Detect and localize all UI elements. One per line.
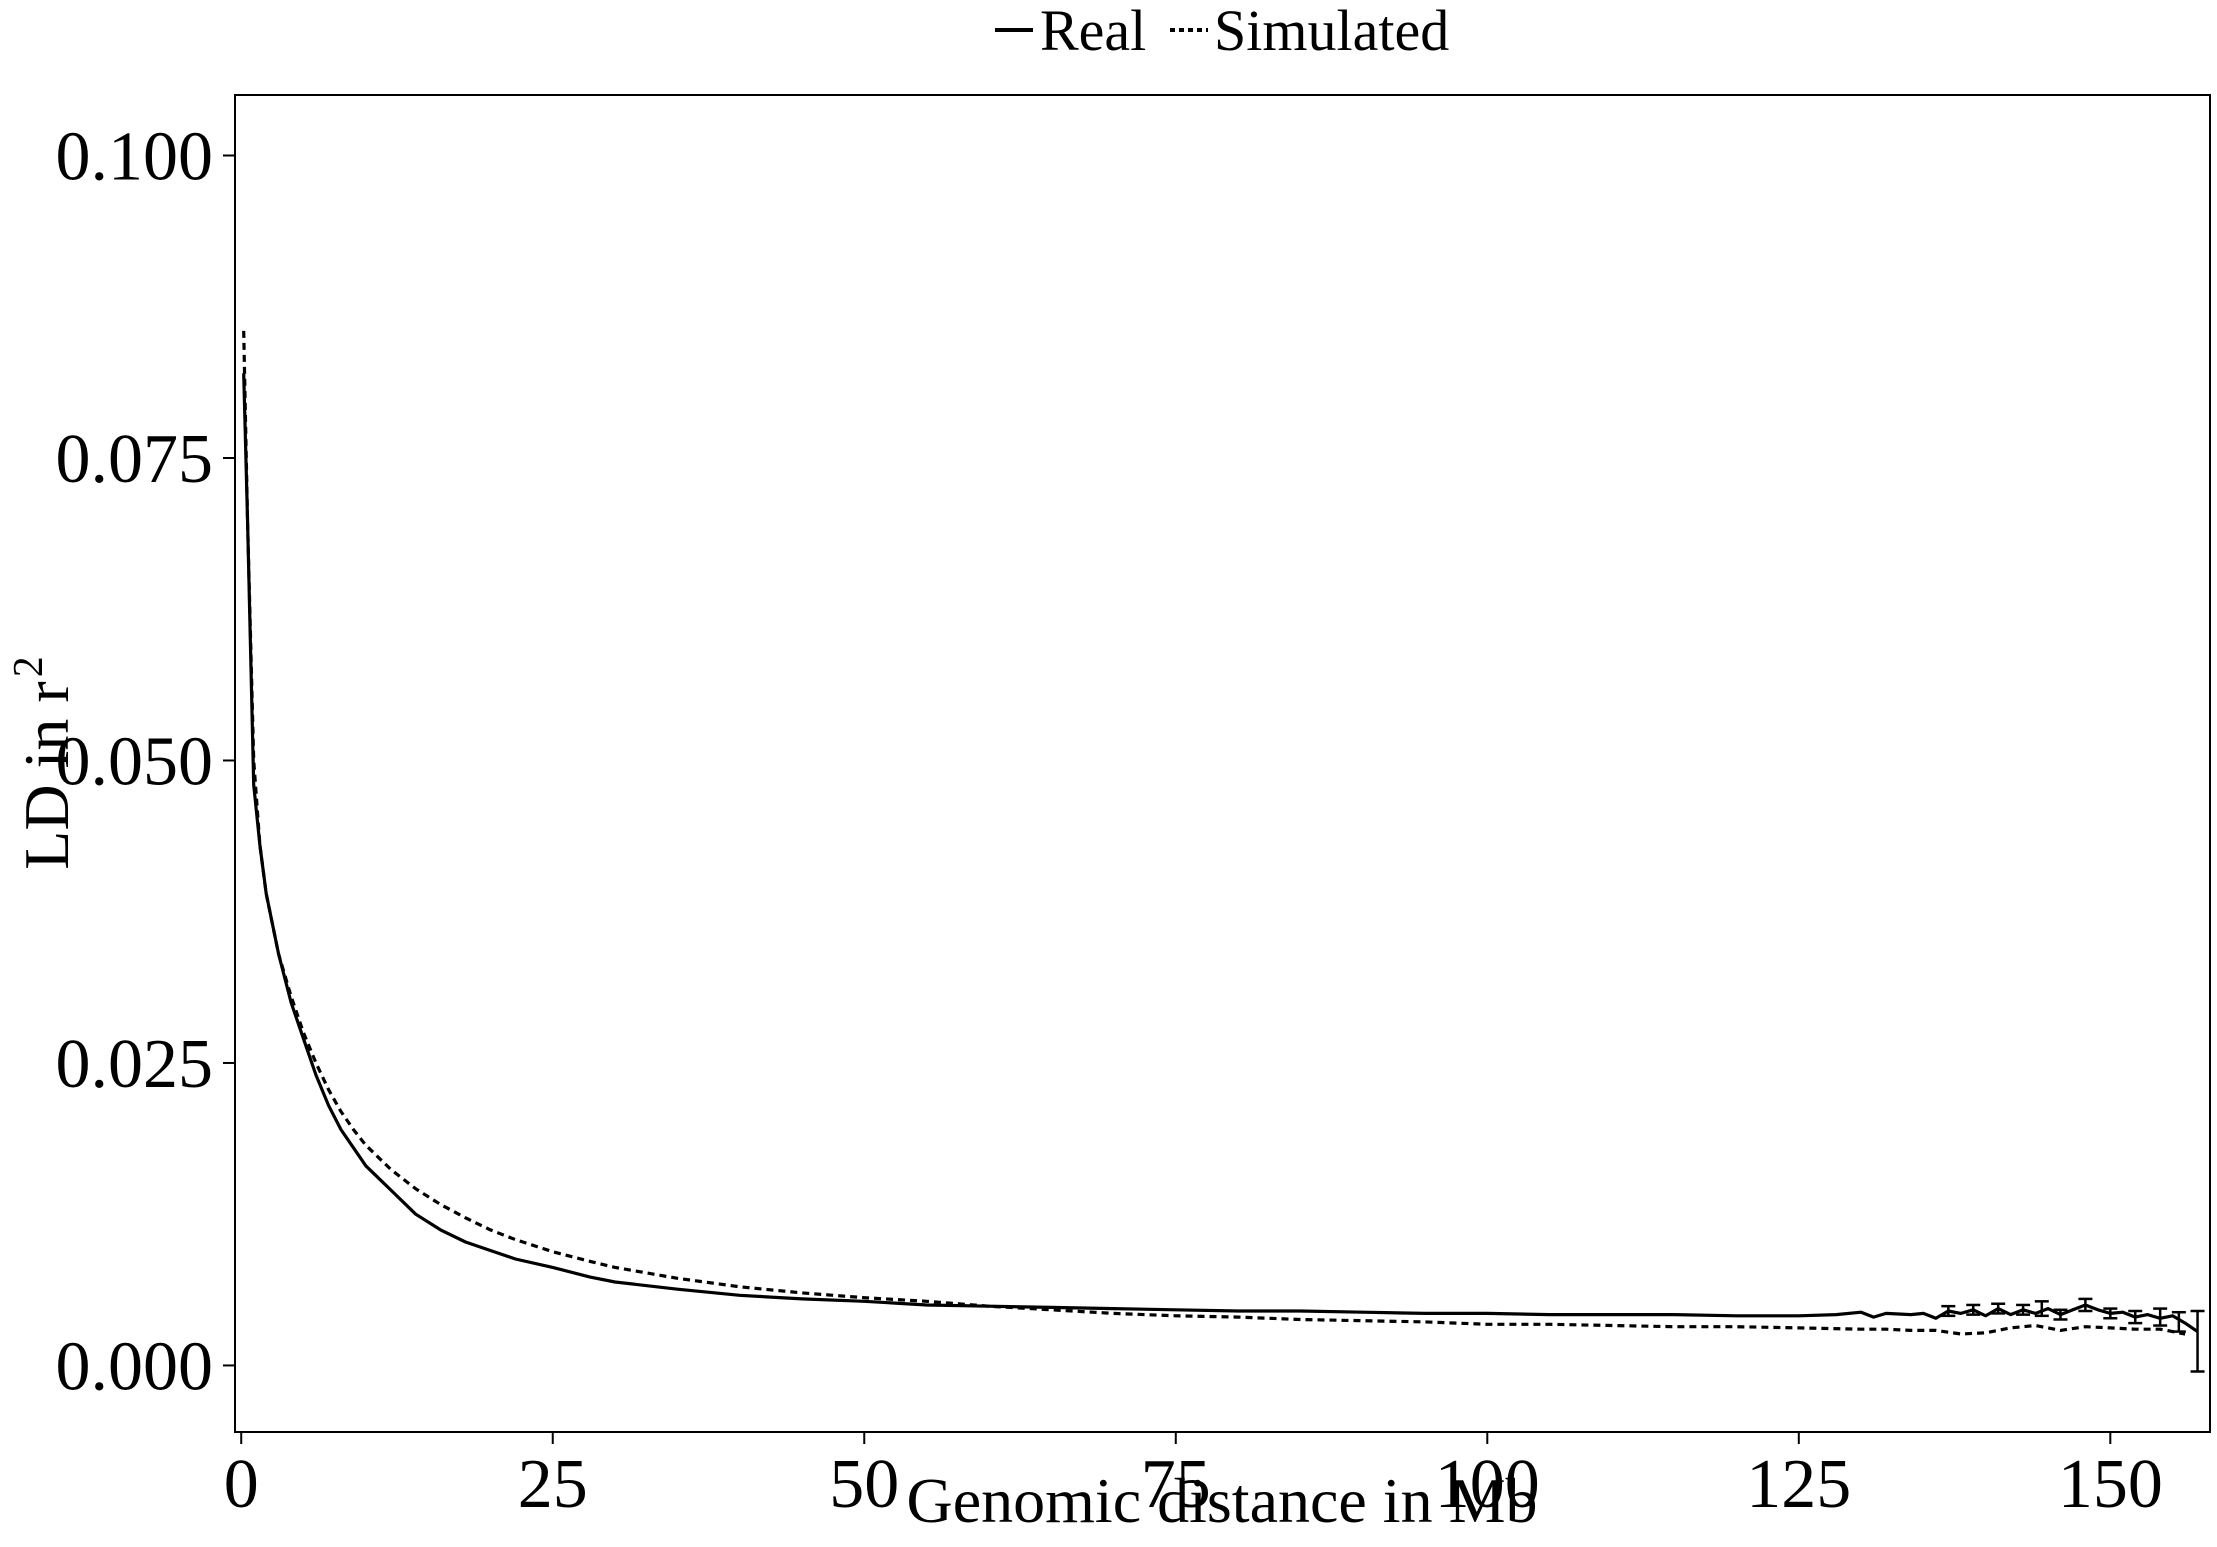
error-bar-real bbox=[2128, 1309, 2143, 1325]
x-tick-label: 0 bbox=[224, 1446, 259, 1523]
error-bar-real bbox=[2078, 1297, 2093, 1313]
y-axis-title-superscript: 2 bbox=[6, 656, 52, 677]
error-bar-real bbox=[2190, 1309, 2205, 1373]
series-line-simulated bbox=[242, 330, 2186, 1336]
x-tick-label: 25 bbox=[518, 1446, 588, 1523]
x-tick-label: 75 bbox=[1141, 1446, 1211, 1523]
legend-label-real: Real bbox=[1040, 0, 1146, 63]
y-tick-label: 0.075 bbox=[56, 421, 214, 498]
series-line-real bbox=[242, 373, 2199, 1333]
x-tick-label: 125 bbox=[1746, 1446, 1851, 1523]
error-bar-real bbox=[1966, 1303, 1981, 1316]
y-tick-label: 0.000 bbox=[56, 1328, 214, 1405]
y-axis-title: LD in r 2 bbox=[6, 656, 82, 869]
plot-panel-border bbox=[234, 94, 2211, 1433]
error-bar-real bbox=[2103, 1307, 2118, 1320]
plot-area bbox=[242, 330, 2205, 1373]
x-tick-label: 150 bbox=[2058, 1446, 2163, 1523]
y-tick-label: 0.050 bbox=[56, 723, 214, 800]
legend-label-simulated: Simulated bbox=[1214, 0, 1449, 63]
error-bar-real bbox=[2153, 1307, 2168, 1327]
error-bar-real bbox=[1941, 1304, 1956, 1318]
y-tick-label: 0.025 bbox=[56, 1026, 214, 1103]
y-tick-label: 0.100 bbox=[56, 118, 214, 195]
error-bar-real bbox=[2016, 1303, 2031, 1316]
error-bar-real bbox=[2053, 1308, 2068, 1321]
legend: Real Simulated bbox=[995, 0, 1449, 63]
x-axis: 0 25 50 75 100 125 150 bbox=[224, 1432, 2163, 1523]
error-bar-real bbox=[2034, 1300, 2049, 1318]
x-tick-label: 50 bbox=[829, 1446, 899, 1523]
error-bar-real bbox=[1991, 1302, 2006, 1315]
y-axis-title-base: LD in r bbox=[11, 681, 82, 869]
x-tick-label: 100 bbox=[1435, 1446, 1540, 1523]
x-axis-title: Genomic distance in Mb bbox=[907, 1465, 1538, 1536]
y-axis: 0.000 0.025 0.050 0.075 0.100 bbox=[56, 118, 235, 1405]
